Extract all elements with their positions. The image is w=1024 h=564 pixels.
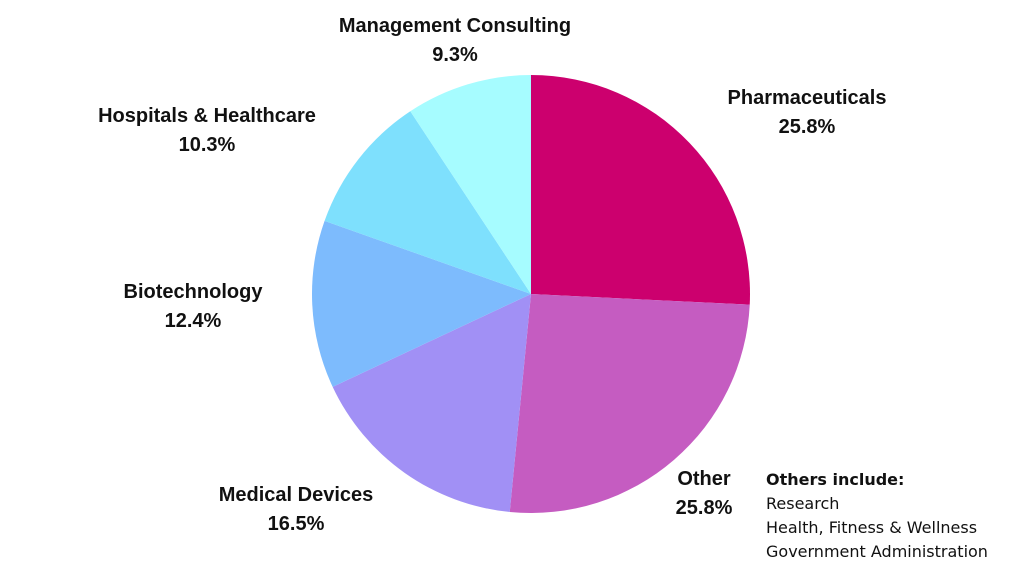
slice-label-other: Other 25.8% <box>676 465 733 523</box>
slice-label-value: 10.3% <box>178 134 236 156</box>
pie-slice-biotechnology <box>311 220 531 387</box>
pie-slice-management-consulting <box>410 75 531 294</box>
slice-label-biotechnology: Biotechnology 12.4% <box>124 278 263 336</box>
slice-label-name: Medical Devices <box>218 484 374 506</box>
slice-label-value: 25.8% <box>675 497 733 519</box>
others-note-item: Government Administration <box>766 542 988 561</box>
others-note-items: Research Health, Fitness & Wellness Govern… <box>766 492 988 564</box>
slice-label-value: 16.5% <box>267 513 325 535</box>
slice-label-medical-devices: Medical Devices 16.5% <box>219 481 374 539</box>
slice-label-name: Pharmaceuticals <box>727 87 887 109</box>
slice-label-name: Other <box>677 468 731 490</box>
slice-label-value: 9.3% <box>432 44 478 66</box>
pie-slice-hospitals-healthcare <box>324 111 531 295</box>
pie-slice-pharmaceuticals <box>531 75 750 305</box>
slice-label-hospitals-healthcare: Hospitals & Healthcare 10.3% <box>98 102 316 160</box>
slice-label-name: Management Consulting <box>338 15 572 37</box>
pie-chart-svg <box>311 75 750 513</box>
slice-label-pharmaceuticals: Pharmaceuticals 25.8% <box>728 84 887 142</box>
slice-label-name: Biotechnology <box>123 281 263 303</box>
slice-label-value: 12.4% <box>164 310 222 332</box>
slice-label-management-consulting: Management Consulting 9.3% <box>339 12 571 70</box>
others-note-title: Others include: <box>766 470 905 489</box>
pie-chart: Pharmaceuticals 25.8% Other 25.8% Medical De… <box>98 12 988 561</box>
pie-slice-other <box>509 294 750 513</box>
pie-slice-medical-devices <box>332 294 531 512</box>
slice-label-name: Hospitals & Healthcare <box>98 105 316 127</box>
slice-label-value: 25.8% <box>778 116 836 138</box>
others-note-item: Health, Fitness & Wellness <box>766 518 978 537</box>
others-note-item: Research <box>766 494 840 513</box>
